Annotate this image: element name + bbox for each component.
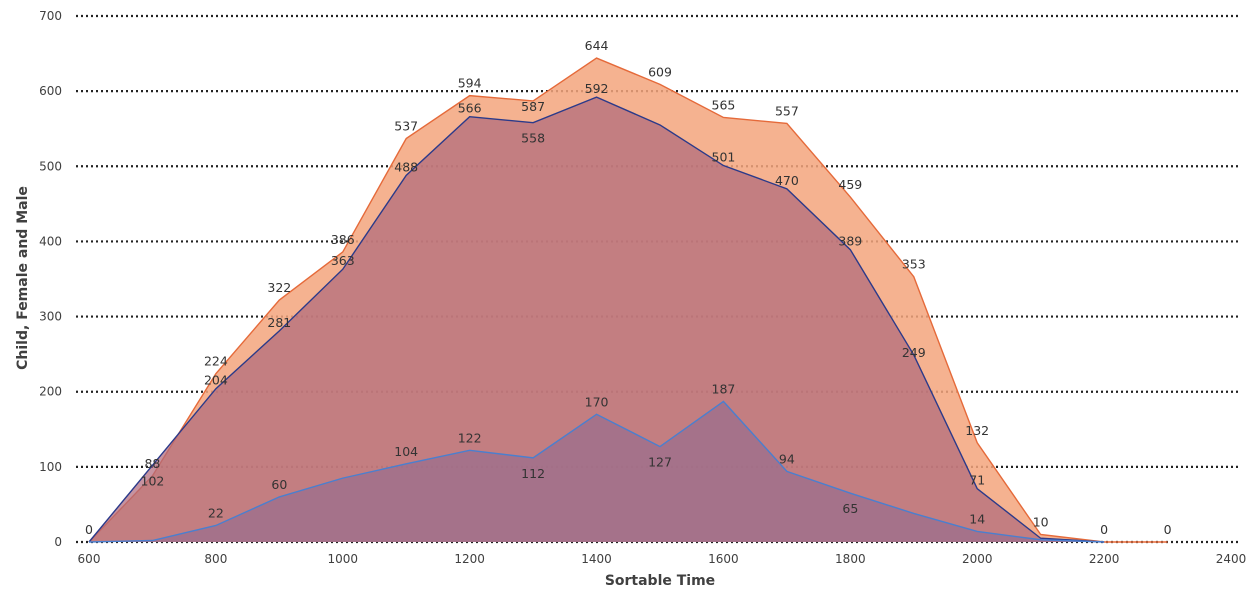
data-label: 0	[1100, 522, 1108, 537]
data-label: 102	[141, 473, 165, 488]
x-tick-label: 2000	[962, 552, 993, 566]
x-tick-label: 2200	[1089, 552, 1120, 566]
y-tick-label: 200	[39, 385, 62, 399]
data-label: 501	[712, 150, 736, 165]
data-label: 60	[271, 477, 287, 492]
data-label: 644	[585, 38, 609, 53]
data-label: 122	[458, 430, 482, 445]
data-label: 488	[394, 159, 418, 174]
x-tick-label: 1000	[328, 552, 359, 566]
data-label: 10	[1033, 514, 1049, 529]
data-label: 558	[521, 131, 545, 146]
data-label: 94	[779, 451, 795, 466]
data-label: 22	[208, 505, 224, 520]
data-label: 112	[521, 466, 545, 481]
data-label: 71	[969, 473, 985, 488]
y-tick-label: 100	[39, 460, 62, 474]
series-3-area	[89, 401, 1105, 542]
data-label: 592	[585, 81, 609, 96]
data-label: 353	[902, 257, 926, 272]
x-tick-label: 600	[78, 552, 101, 566]
data-label: 587	[521, 99, 545, 114]
data-label: 0	[85, 522, 93, 537]
series-2-area	[89, 97, 1105, 542]
data-label: 389	[838, 234, 862, 249]
data-label: 127	[648, 455, 672, 470]
data-label: 363	[331, 253, 355, 268]
data-label: 65	[842, 501, 858, 516]
data-label: 566	[458, 101, 482, 116]
series-1-line	[88, 57, 1168, 543]
data-label: 88	[144, 456, 160, 471]
x-tick-label: 1600	[708, 552, 739, 566]
data-label: 170	[585, 394, 609, 409]
y-tick-label: 600	[39, 84, 62, 98]
data-label: 459	[838, 177, 862, 192]
y-axis-title: Child, Female and Male	[15, 186, 31, 370]
data-label: 224	[204, 354, 228, 369]
x-tick-label: 1400	[581, 552, 612, 566]
y-tick-label: 700	[39, 9, 62, 23]
data-label: 281	[267, 315, 291, 330]
data-label: 132	[965, 423, 989, 438]
y-tick-label: 500	[39, 159, 62, 173]
data-label: 557	[775, 103, 799, 118]
y-tick-label: 0	[54, 535, 62, 549]
x-tick-label: 800	[204, 552, 227, 566]
x-axis-title: Sortable Time	[605, 573, 715, 589]
series-areas	[88, 57, 1168, 543]
data-label: 249	[902, 345, 926, 360]
data-label: 322	[267, 280, 291, 295]
x-tick-label: 1800	[835, 552, 866, 566]
data-label: 470	[775, 173, 799, 188]
data-label: 0	[1164, 522, 1172, 537]
data-label: 386	[331, 232, 355, 247]
data-label: 187	[712, 381, 736, 396]
data-label: 594	[458, 76, 482, 91]
x-tick-label: 2400	[1216, 552, 1247, 566]
data-label: 14	[969, 511, 985, 526]
data-label: 104	[394, 444, 418, 459]
x-tick-label: 1200	[454, 552, 485, 566]
y-tick-label: 300	[39, 310, 62, 324]
series-2-line	[88, 96, 1105, 543]
data-labels: 0 88 224 322 386 537 594 587 644 609 565 557 459 353 1…	[85, 38, 1172, 537]
data-label: 609	[648, 64, 672, 79]
series-3-line	[88, 400, 1105, 543]
data-label: 537	[394, 118, 418, 133]
y-tick-label: 400	[39, 234, 62, 248]
data-label: 204	[204, 373, 228, 388]
data-label: 565	[712, 97, 736, 112]
